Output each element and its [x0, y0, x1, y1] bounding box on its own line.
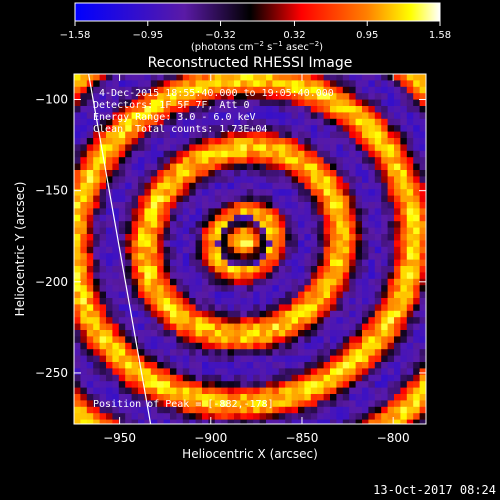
colorbar-unit-label: (photons cm−2 s−1 asec−2) [191, 40, 323, 53]
annotation-detectors: Detectors: 1F 5F 7F, Att 0 [93, 100, 250, 111]
colorbar-tick-label: −0.32 [205, 30, 236, 41]
x-tick-label: −900 [194, 431, 227, 445]
plot-frame [73, 73, 427, 425]
colorbar-tick-label: −0.95 [132, 30, 163, 41]
colorbar-tick-label: 0.32 [283, 30, 305, 41]
y-tick-label: −250 [35, 366, 68, 380]
chart-title: Reconstructed RHESSI Image [148, 55, 353, 71]
annotation-time: 4-Dec-2015 18:55:40.000 to 19:05:40.000 [99, 88, 334, 99]
y-tick-label: −100 [35, 93, 68, 107]
y-axis-label: Heliocentric Y (arcsec) [13, 182, 27, 317]
x-tick-label: −850 [285, 431, 318, 445]
x-tick-label: −950 [103, 431, 136, 445]
annotation-clean: Clean [93, 124, 123, 135]
colorbar [74, 2, 441, 22]
y-tick-label: −200 [35, 275, 68, 289]
axis-ticks: −950 −900 −850 −800 −100 −150 −200 −250 [35, 74, 426, 445]
x-tick-label: −800 [377, 431, 410, 445]
y-tick-label: −150 [35, 184, 68, 198]
colorbar-tick-label: −1.58 [60, 30, 91, 41]
colorbar-tick-label: 1.58 [429, 30, 451, 41]
annotation-energy: Energy Range: 3.0 - 6.0 keV [93, 112, 256, 123]
limb-line [87, 74, 152, 424]
footer-timestamp: 13-Oct-2017 08:24 [373, 483, 496, 497]
peak-position-label: Position of Peak = [-882,-178] [93, 399, 274, 410]
annotation-counts: Total counts: 1.73E+04 [135, 124, 267, 135]
colorbar-ticks: −1.58 −0.95 −0.32 0.32 0.95 1.58 [60, 21, 451, 41]
x-axis-label: Heliocentric X (arcsec) [182, 447, 318, 461]
colorbar-tick-label: 0.95 [356, 30, 378, 41]
heatmap-image [74, 74, 426, 424]
